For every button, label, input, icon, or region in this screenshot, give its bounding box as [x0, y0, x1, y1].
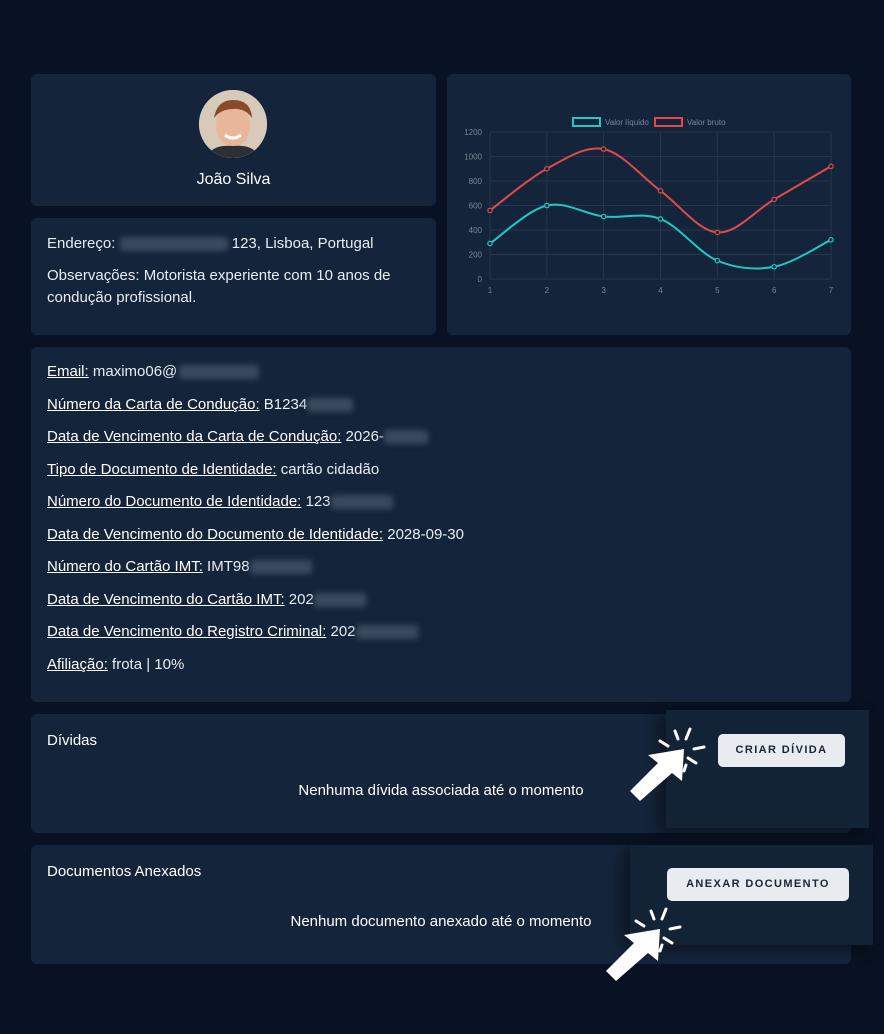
y-tick-label: 600	[469, 202, 483, 211]
documents-empty-message: Nenhum documento anexado até o momento	[290, 913, 592, 930]
earnings-chart: 0 200 400 600 800 1000 1200 1 2 3 4 5 6 7 Valor líquid…	[464, 117, 834, 295]
debts-empty-message: Nenhuma dívida associada até o momento	[298, 782, 584, 799]
data-point	[714, 229, 721, 236]
criminal-record-value: 202	[326, 623, 356, 640]
license-number-label: Número da Carta de Condução:	[47, 396, 260, 413]
data-point	[657, 216, 664, 222]
notes-text: Observações: Motorista experiente com 10…	[47, 267, 391, 306]
redacted-date	[383, 430, 428, 445]
y-tick-label: 1000	[464, 153, 482, 162]
email-value: maximo06@	[88, 363, 178, 380]
info-license-expiry: Data de Vencimento da Carta de Condução:…	[47, 428, 428, 445]
info-license-number: Número da Carta de Condução: B1234	[47, 396, 354, 413]
data-point	[544, 202, 550, 209]
data-point	[487, 207, 493, 214]
legend-swatch	[654, 117, 683, 127]
redacted-date	[313, 593, 366, 608]
redacted-id	[330, 495, 393, 510]
data-point	[828, 237, 834, 243]
redacted-date	[355, 625, 418, 640]
driver-info-card: Email: maximo06@ Número da Carta de Cond…	[31, 347, 851, 702]
legend-label: Valor líquido	[605, 118, 649, 127]
x-tick-label: 4	[658, 286, 663, 295]
redacted-imt	[249, 560, 312, 575]
info-id-number: Número do Documento de Identidade: 123	[47, 493, 393, 510]
address-card: Endereço: 123, Lisboa, Portugal Observaç…	[31, 218, 436, 335]
x-tick-label: 6	[772, 286, 777, 295]
data-point	[771, 263, 777, 270]
x-tick-label: 7	[829, 286, 834, 295]
y-tick-label: 800	[469, 177, 483, 186]
y-tick-label: 0	[478, 275, 483, 284]
attach-document-button[interactable]: ANEXAR DOCUMENTO	[667, 868, 849, 901]
data-point	[657, 188, 664, 194]
address-label: Endereço:	[47, 235, 116, 252]
avatar	[199, 90, 267, 158]
y-tick-label: 400	[469, 226, 483, 235]
legend-label: Valor bruto	[687, 118, 726, 127]
email-label: Email:	[47, 363, 89, 380]
data-point	[600, 146, 607, 152]
id-expiry-label: Data de Vencimento do Documento de Ident…	[47, 526, 384, 543]
y-tick-label: 200	[469, 251, 483, 260]
data-point	[771, 196, 777, 203]
redacted-street	[119, 237, 228, 252]
legend-swatch	[572, 117, 601, 127]
id-expiry-value: 2028-09-30	[383, 526, 464, 543]
profile-card: João Silva	[31, 74, 436, 206]
id-number-value: 123	[301, 493, 331, 510]
info-imt-number: Número do Cartão IMT: IMT98	[47, 558, 312, 575]
id-type-value: cartão cidadão	[276, 461, 380, 478]
info-imt-expiry: Data de Vencimento do Cartão IMT: 202	[47, 591, 366, 608]
earnings-chart-card: 0 200 400 600 800 1000 1200 1 2 3 4 5 6 7 Valor líquid…	[447, 74, 851, 335]
click-cursor-icon	[630, 727, 706, 801]
license-number-value: B1234	[259, 396, 308, 413]
redacted-email	[179, 365, 260, 380]
info-email: Email: maximo06@	[47, 363, 260, 380]
profile-name: João Silva	[196, 171, 271, 188]
x-tick-label: 5	[715, 286, 720, 295]
imt-number-label: Número do Cartão IMT:	[47, 558, 203, 575]
id-number-label: Número do Documento de Identidade:	[47, 493, 302, 510]
x-tick-label: 2	[545, 286, 550, 295]
imt-expiry-value: 202	[284, 591, 314, 608]
criminal-record-label: Data de Vencimento do Registro Criminal:	[47, 623, 327, 640]
info-affiliation: Afiliação: frota | 10%	[47, 656, 184, 673]
imt-expiry-label: Data de Vencimento do Cartão IMT:	[47, 591, 285, 608]
create-debt-button[interactable]: CRIAR DÍVIDA	[718, 734, 845, 767]
redacted-license	[307, 398, 354, 413]
id-type-label: Tipo de Documento de Identidade:	[47, 461, 277, 478]
data-point	[600, 213, 607, 220]
debts-title: Dívidas	[47, 732, 98, 749]
x-tick-label: 1	[488, 286, 493, 295]
data-point	[714, 257, 721, 264]
affiliation-value: frota | 10%	[107, 656, 185, 673]
license-expiry-label: Data de Vencimento da Carta de Condução:	[47, 428, 342, 445]
y-tick-label: 1200	[464, 128, 482, 137]
documents-title: Documentos Anexados	[47, 863, 202, 880]
imt-number-value: IMT98	[202, 558, 250, 575]
info-criminal-record: Data de Vencimento do Registro Criminal:…	[47, 623, 418, 640]
x-tick-label: 3	[601, 286, 606, 295]
address-row: Endereço: 123, Lisboa, Portugal	[47, 233, 374, 255]
info-id-type: Tipo de Documento de Identidade: cartão …	[47, 461, 379, 478]
data-point	[544, 165, 550, 172]
click-cursor-icon	[606, 907, 682, 981]
debts-action-panel	[666, 710, 869, 828]
data-point	[828, 163, 834, 170]
affiliation-label: Afiliação:	[47, 656, 108, 673]
license-expiry-value: 2026-	[341, 428, 384, 445]
data-point	[487, 240, 493, 247]
info-id-expiry: Data de Vencimento do Documento de Ident…	[47, 526, 464, 543]
address-value: 123, Lisboa, Portugal	[227, 235, 374, 252]
